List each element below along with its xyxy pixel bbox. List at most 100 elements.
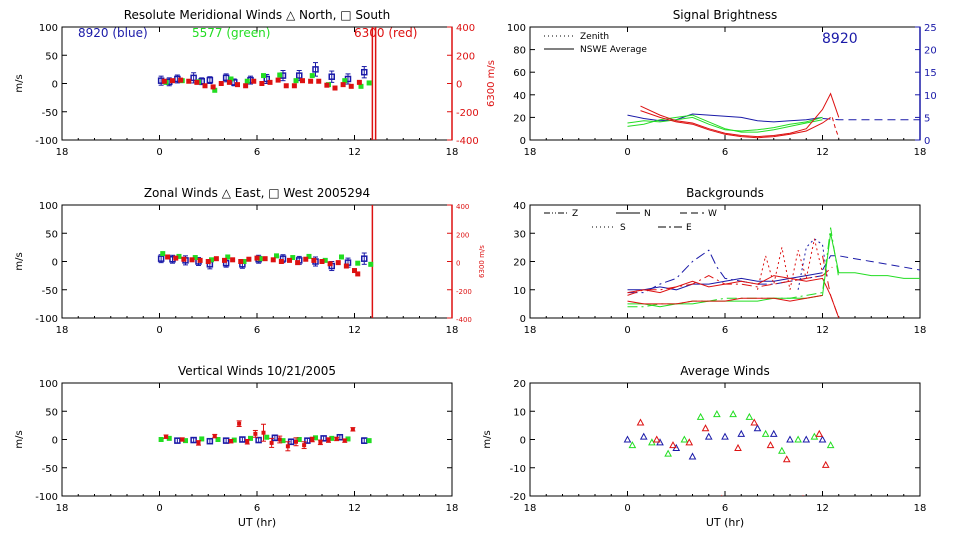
point-5577: [293, 78, 299, 84]
point-5577: [264, 434, 270, 440]
series-line-green-zen: [627, 116, 823, 132]
series-line-green-E: [627, 227, 840, 308]
point-blue: [769, 429, 778, 437]
x-tick-label: 18: [56, 147, 69, 158]
y-tick-label: 0: [52, 80, 58, 91]
chart-zonal: Zonal Winds △ East, □ West 2005294 18 0 6 12…: [14, 186, 486, 336]
point-8920: [263, 75, 270, 83]
point-5577: [342, 78, 348, 84]
point-6300: [283, 83, 289, 89]
legend-8920: 8920 (blue): [78, 26, 148, 40]
point-8920: [222, 437, 230, 444]
point-5577: [209, 257, 214, 263]
point-5577: [257, 256, 263, 262]
x-tick-label: 18: [914, 147, 927, 158]
point-blue: [737, 429, 746, 437]
point-5577: [296, 437, 302, 442]
point-6300: [222, 257, 227, 263]
point-blue: [786, 435, 794, 443]
point-6300: [186, 78, 192, 84]
point-red: [815, 429, 824, 437]
point-5577: [158, 437, 164, 442]
brightness-8920-label: 8920: [822, 31, 858, 47]
point-6300: [235, 82, 240, 88]
point-6300: [294, 439, 298, 444]
point-6300: [300, 78, 305, 84]
y-tick-label: 0: [52, 258, 58, 269]
point-6300: [285, 444, 290, 449]
point-5577: [355, 260, 361, 266]
y-tick-label: 80: [513, 46, 526, 57]
point-green: [664, 449, 672, 457]
point-6300: [237, 421, 242, 426]
point-5577: [345, 436, 351, 442]
point-5577: [366, 438, 372, 444]
point-6300: [311, 257, 317, 263]
y-tick-label: -50: [42, 286, 58, 297]
point-5577: [280, 438, 286, 444]
point-6300: [275, 77, 281, 83]
point-6300: [205, 259, 211, 264]
point-blue: [704, 432, 713, 440]
point-6300: [230, 257, 236, 263]
point-6300: [316, 78, 322, 84]
point-6300: [267, 79, 273, 85]
point-6300: [348, 83, 354, 89]
point-5577: [366, 80, 372, 86]
point-8920: [304, 437, 311, 444]
point-blue: [639, 432, 648, 440]
y-tick-label: -100: [35, 492, 58, 503]
point-5577: [322, 257, 328, 263]
point-5577: [212, 87, 218, 93]
y-tick-label: 20: [513, 379, 526, 390]
point-6300: [218, 81, 224, 86]
y-tick-label: -50: [42, 464, 58, 475]
point-red: [721, 494, 723, 496]
series-line-blue-N: [627, 272, 823, 291]
point-5577: [231, 437, 237, 443]
x-tick-label: 0: [624, 325, 630, 336]
y2-tick-label: 400: [456, 203, 469, 211]
point-6300: [356, 79, 362, 85]
y-axis-label: m/s: [14, 430, 25, 448]
chart-title: Signal Brightness: [673, 8, 778, 22]
point-6300: [180, 437, 185, 442]
y-tick-label: 40: [513, 201, 526, 212]
point-6300: [278, 259, 284, 264]
y2-tick-label: 15: [924, 68, 937, 79]
y-tick-label: 100: [39, 201, 58, 212]
x-tick-label: 6: [722, 503, 728, 514]
point-red: [652, 435, 661, 443]
y-tick-label: 50: [45, 229, 58, 240]
chart-title: Zonal Winds △ East, □ West 2005294: [144, 186, 370, 200]
point-blue: [818, 435, 827, 443]
y2-tick-label: -200: [456, 288, 472, 296]
point-8920: [157, 255, 165, 262]
y2-axis-label: 6300 m/s: [486, 60, 497, 107]
y-tick-label: -100: [35, 314, 58, 325]
point-6300: [251, 78, 257, 84]
y-tick-label: 0: [520, 314, 526, 325]
y-tick-label: 50: [45, 407, 58, 418]
data-layer: [623, 410, 835, 496]
point-6300: [202, 83, 208, 89]
point-5577: [313, 435, 318, 441]
x-tick-label: 18: [56, 503, 69, 514]
x-axis-label: UT (hr): [706, 516, 744, 529]
y2-tick-label: -400: [456, 136, 479, 147]
y2-tick-label: 25: [924, 23, 937, 34]
point-6300: [254, 255, 260, 261]
point-blue: [688, 452, 697, 460]
point-6300: [189, 257, 195, 263]
series-line-red-zen: [640, 110, 831, 139]
x-tick-label: 18: [914, 325, 927, 336]
x-tick-label: 18: [446, 147, 459, 158]
x-tick-label: 12: [348, 147, 361, 158]
point-6300: [355, 271, 361, 277]
y-tick-label: 0: [520, 436, 526, 447]
point-5577: [277, 72, 283, 78]
point-8920: [174, 437, 181, 444]
point-6300: [343, 263, 349, 269]
point-6300: [319, 259, 325, 264]
